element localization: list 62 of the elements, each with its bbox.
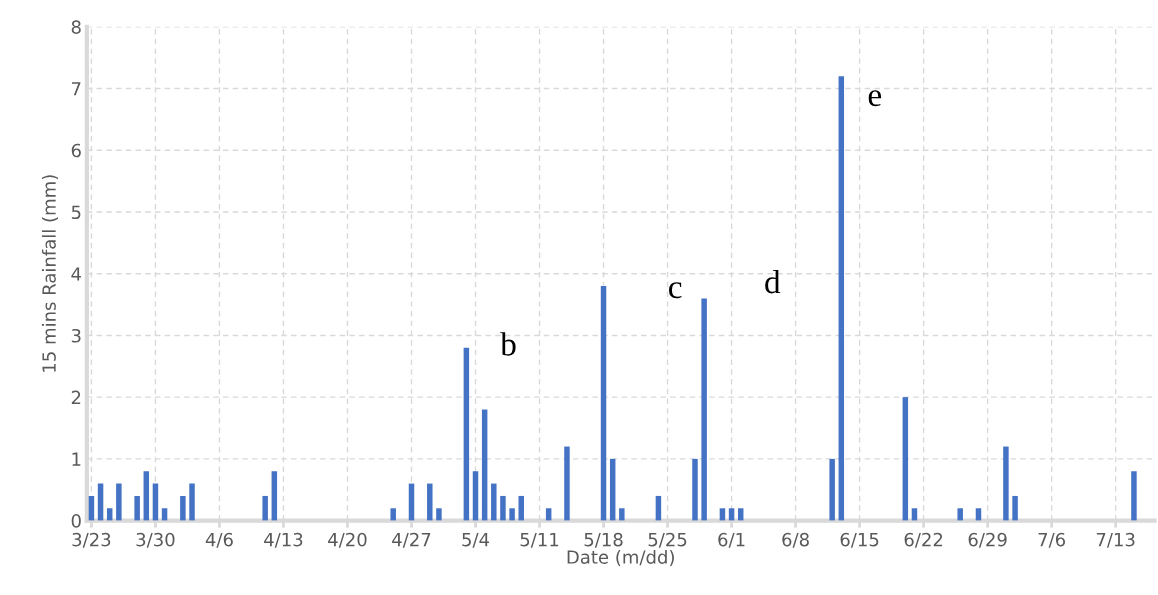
x-tick-label: 5/25 <box>648 532 687 548</box>
bar <box>1131 471 1137 521</box>
x-tick-label: 6/22 <box>904 532 943 548</box>
x-tick-label: 6/8 <box>782 532 809 548</box>
bar <box>390 508 396 521</box>
y-axis-title: 15 mins Rainfall (mm) <box>41 175 59 372</box>
y-tick-label: 1 <box>72 452 81 466</box>
bar <box>271 471 278 521</box>
bar <box>427 483 433 521</box>
y-tick-label: 2 <box>71 390 81 405</box>
bar <box>701 298 707 521</box>
x-tick-label: 4/13 <box>264 532 303 548</box>
bar <box>134 495 140 521</box>
x-tick-label: 5/18 <box>584 532 623 548</box>
y-tick-label: 3 <box>71 328 81 343</box>
x-tick-label: 6/29 <box>968 532 1007 548</box>
bar <box>262 495 268 521</box>
x-tick-label: 4/27 <box>392 532 431 548</box>
bar <box>472 471 479 521</box>
bar <box>481 409 488 521</box>
bar <box>692 458 698 521</box>
bar <box>1003 446 1009 521</box>
bar <box>509 508 515 521</box>
bar <box>500 495 506 521</box>
y-tick-label: 5 <box>71 205 81 220</box>
x-tick-label: 6/1 <box>718 532 745 548</box>
x-tick-label: 3/30 <box>136 532 175 548</box>
bar <box>189 483 195 521</box>
y-tick-label: 8 <box>71 20 81 34</box>
annotation: c <box>669 282 682 299</box>
bar <box>600 286 607 521</box>
bar <box>838 76 845 521</box>
y-tick-label: 7 <box>71 82 81 96</box>
bar <box>116 483 122 521</box>
x-axis-title: Date (m/dd) <box>567 549 674 567</box>
bar <box>436 508 442 521</box>
annotation: b <box>500 332 516 356</box>
bar <box>902 397 909 521</box>
x-tick-label: 7/6 <box>1038 532 1066 548</box>
bar <box>180 495 186 521</box>
annotation: e <box>868 90 882 107</box>
x-tick-label: 5/11 <box>520 532 559 548</box>
bar <box>609 458 616 521</box>
y-tick-label: 6 <box>71 143 81 158</box>
x-tick-label: 4/20 <box>328 532 367 548</box>
x-tick-label: 7/13 <box>1096 532 1135 548</box>
bar <box>491 483 497 521</box>
bar <box>957 508 963 521</box>
annotation: d <box>765 269 781 294</box>
bar <box>829 458 835 521</box>
bar <box>518 495 524 521</box>
bar <box>1012 495 1018 521</box>
bar <box>143 471 150 521</box>
y-tick-label: 4 <box>71 267 81 281</box>
x-tick-label: 6/15 <box>840 532 879 548</box>
bar <box>619 508 625 521</box>
x-tick-label: 4/6 <box>205 532 233 548</box>
y-tick-label: 0 <box>71 514 81 528</box>
bar <box>564 446 570 521</box>
bar <box>463 347 470 521</box>
x-tick-label: 3/23 <box>72 532 111 548</box>
x-tick-label: 5/4 <box>462 532 490 548</box>
